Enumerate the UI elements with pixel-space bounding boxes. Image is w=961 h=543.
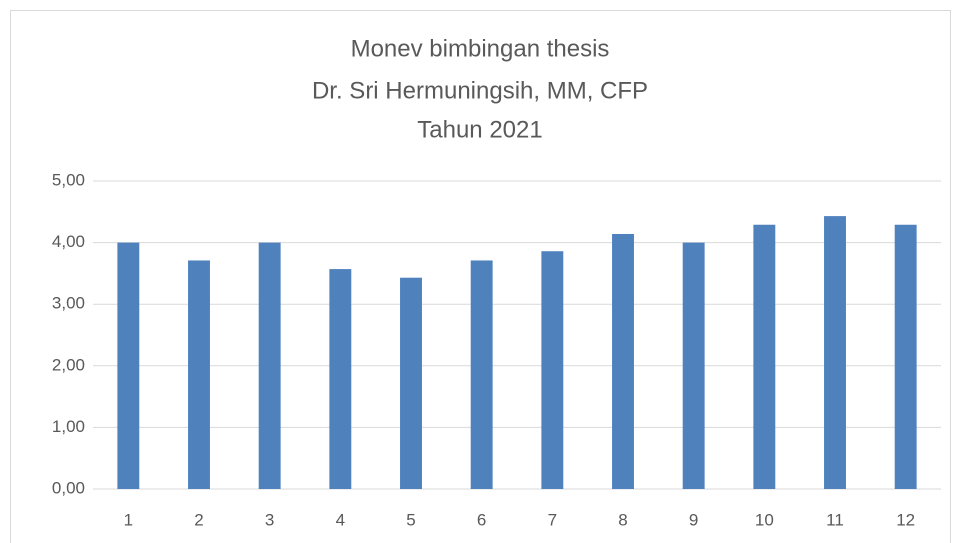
bar	[753, 224, 776, 489]
bar	[541, 251, 564, 489]
bar	[824, 216, 846, 489]
chart-title: Tahun 2021	[417, 116, 542, 143]
x-tick-label: 2	[194, 510, 203, 529]
x-tick-label: 8	[618, 510, 627, 529]
x-tick-label: 4	[336, 510, 345, 529]
x-tick-label: 5	[406, 510, 415, 529]
y-tick-label: 1,00	[52, 417, 85, 436]
chart-title: Monev bimbingan thesis	[351, 35, 610, 62]
bar	[188, 260, 210, 489]
bar	[894, 224, 917, 489]
chart-title: Dr. Sri Hermuningsih, MM, CFP	[312, 77, 648, 104]
y-tick-label: 5,00	[52, 170, 85, 189]
x-tick-label: 12	[896, 510, 915, 529]
y-tick-label: 4,00	[52, 232, 85, 251]
y-tick-label: 2,00	[52, 355, 85, 374]
bar	[400, 277, 422, 489]
x-tick-label: 11	[826, 510, 844, 529]
x-tick-label: 6	[477, 510, 486, 529]
x-tick-label: 1	[124, 510, 133, 529]
bar	[682, 242, 705, 489]
y-tick-label: 0,00	[52, 478, 85, 497]
x-tick-label: 7	[548, 510, 557, 529]
bar	[470, 260, 493, 489]
y-tick-label: 3,00	[52, 294, 85, 313]
bar	[612, 233, 634, 489]
bar	[258, 242, 281, 489]
bar	[117, 242, 140, 489]
x-tick-label: 9	[689, 510, 698, 529]
x-tick-label: 3	[265, 510, 274, 529]
bar	[329, 269, 352, 489]
x-tick-label: 10	[755, 510, 774, 529]
